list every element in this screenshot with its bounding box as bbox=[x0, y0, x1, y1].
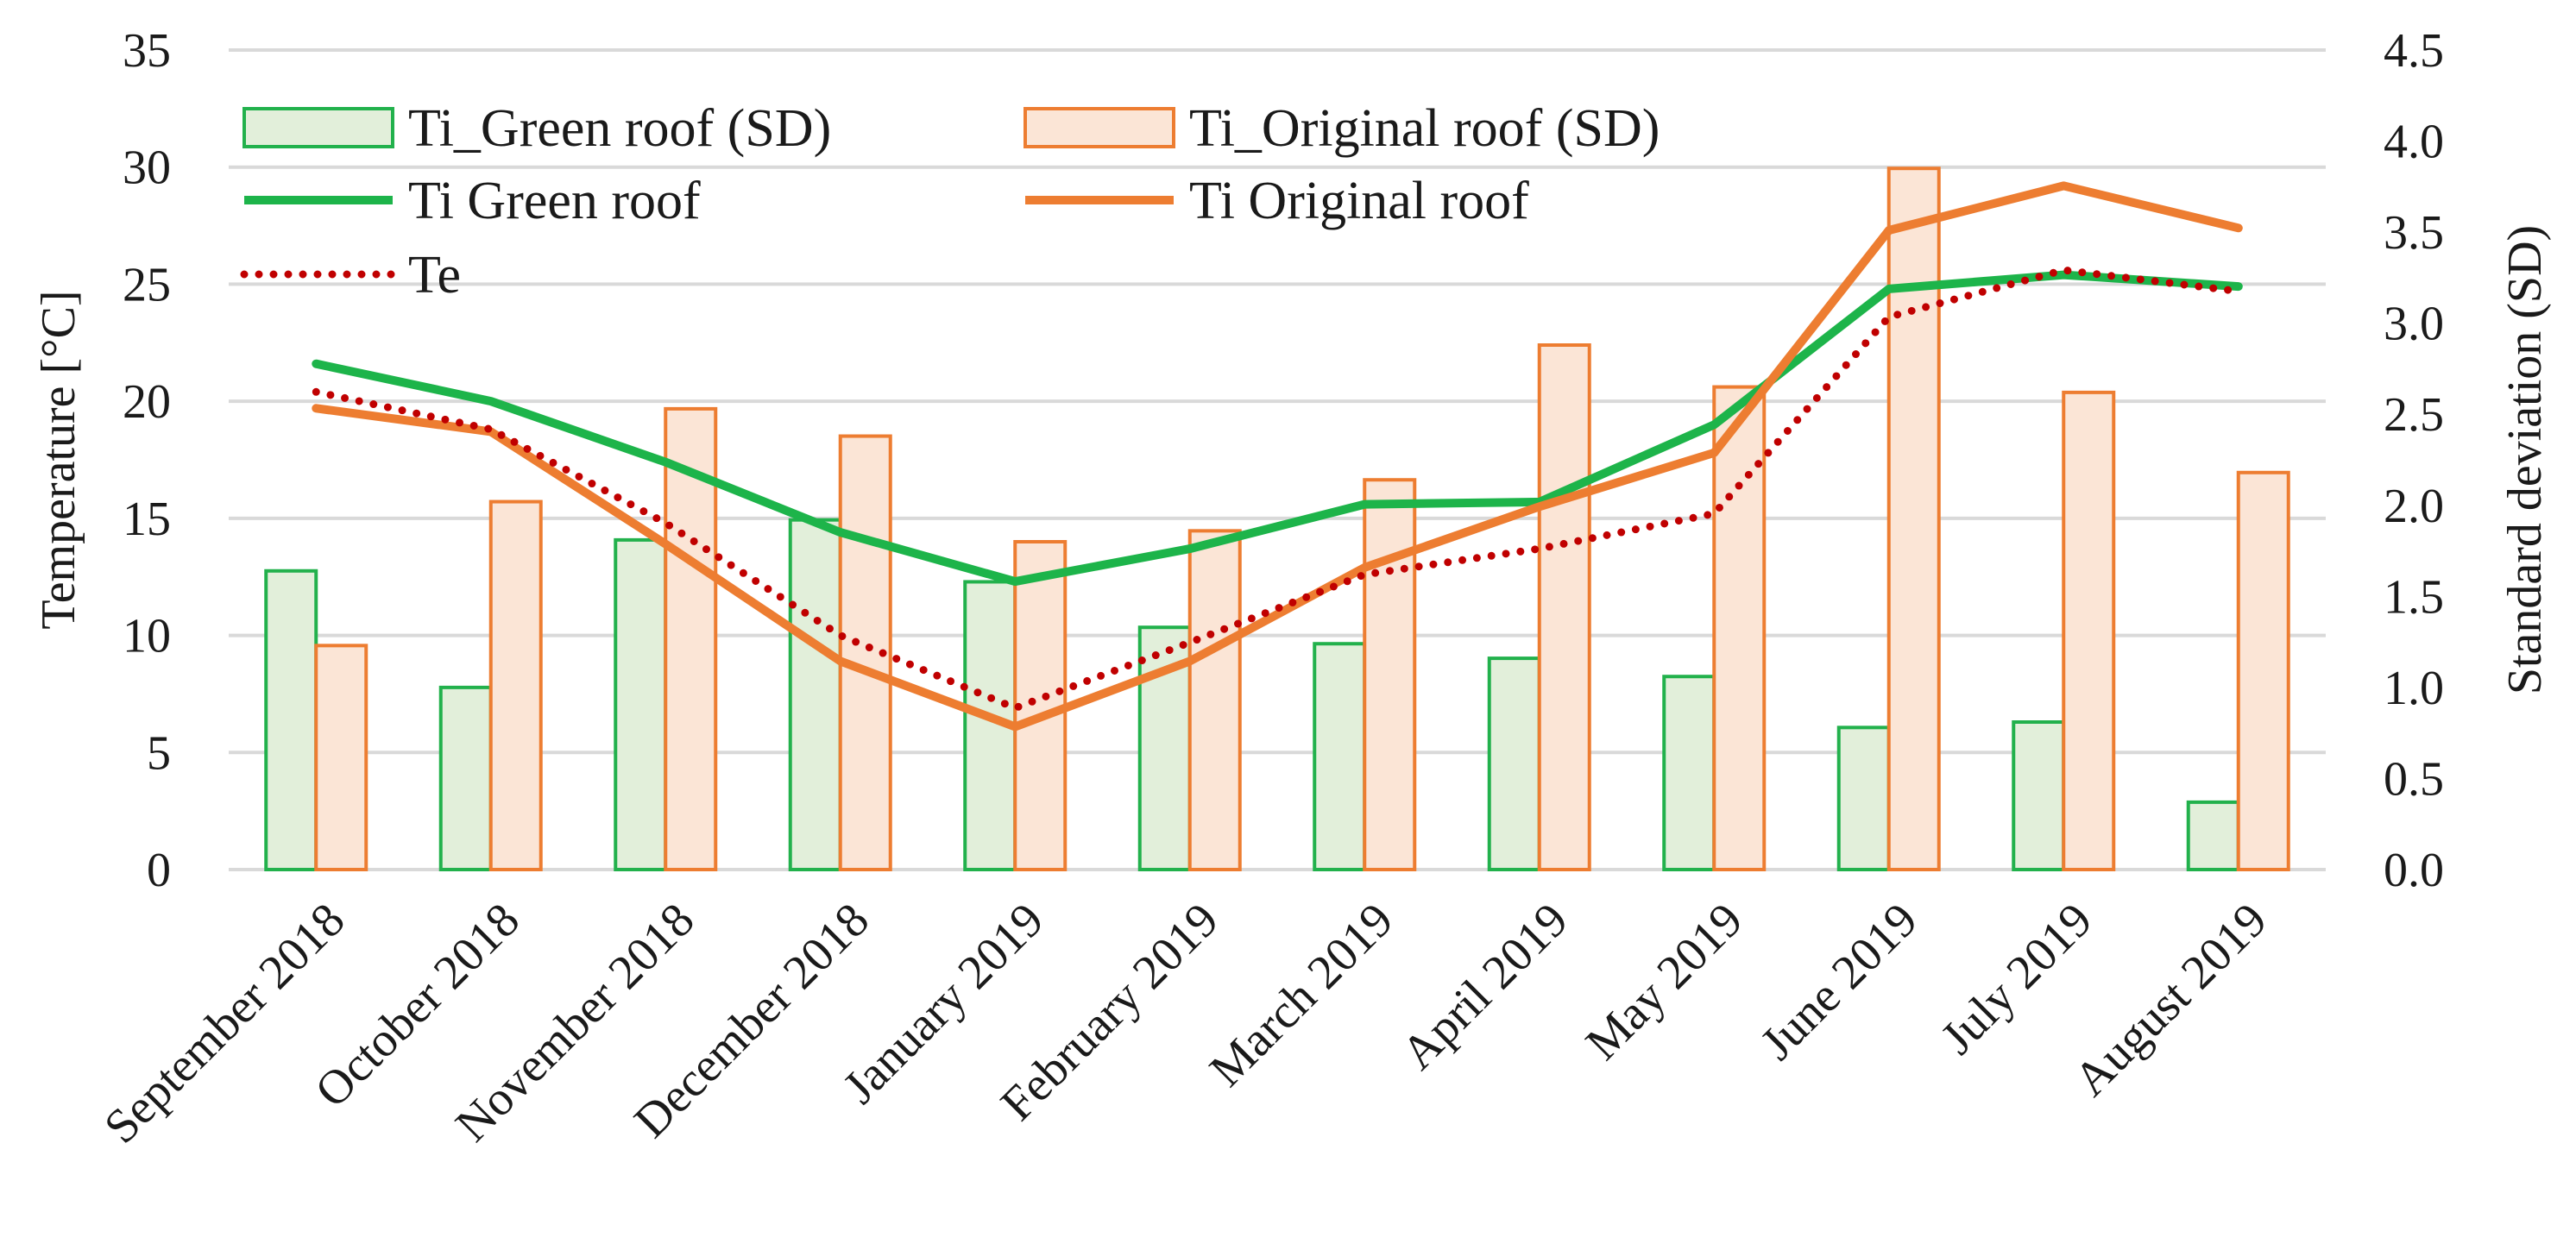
green-roof-sd-bar-11 bbox=[2012, 720, 2066, 871]
legend-label: Ti Original roof bbox=[1189, 172, 1529, 230]
green-roof-sd-bar-9 bbox=[1662, 675, 1716, 871]
legend-label: Te bbox=[408, 246, 461, 305]
right-axis-tick-label: 3.0 bbox=[2384, 298, 2444, 351]
legend-label: Ti_Green roof (SD) bbox=[408, 99, 831, 158]
gridlines bbox=[229, 48, 2326, 871]
lines bbox=[312, 181, 2243, 732]
green-roof-sd-bar-3 bbox=[614, 537, 668, 872]
legend-item-original-roof-line: Ti Original roof bbox=[1025, 172, 1529, 230]
original-roof-sd-bar-11 bbox=[2062, 390, 2116, 871]
left-axis-tick-label: 10 bbox=[123, 610, 171, 663]
x-axis-category-label: April 2019 bbox=[1391, 893, 1578, 1080]
original-roof-sd-bar-7 bbox=[1363, 478, 1417, 871]
green-roof-sd-bar-12 bbox=[2186, 800, 2240, 872]
x-axis-category-label: July 2019 bbox=[1930, 893, 2102, 1065]
x-axis-category-label: June 2019 bbox=[1750, 893, 1928, 1071]
left-axis-tick-label: 25 bbox=[123, 258, 171, 311]
right-axis-tick-label: 0.5 bbox=[2384, 752, 2444, 806]
green-roof-sd-bar-7 bbox=[1313, 642, 1367, 871]
legend-item-green-roof-sd: Ti_Green roof (SD) bbox=[242, 99, 831, 158]
legend-label: Ti_Original roof (SD) bbox=[1189, 99, 1660, 158]
left-axis-tick-label: 30 bbox=[123, 141, 171, 195]
left-axis-title: Temperature [°C] bbox=[32, 290, 85, 629]
right-axis-tick-label: 4.5 bbox=[2384, 24, 2444, 78]
legend-item-te: Te bbox=[240, 246, 461, 305]
legend-item-green-roof-line: Ti Green roof bbox=[244, 172, 701, 230]
legend-swatch bbox=[1023, 107, 1175, 148]
legend-item-original-roof-sd: Ti_Original roof (SD) bbox=[1023, 99, 1660, 158]
te-temperature-line bbox=[312, 266, 2243, 713]
legend-label: Ti Green roof bbox=[408, 172, 701, 230]
green-roof-sd-bar-2 bbox=[438, 685, 493, 872]
right-axis-tick-label: 3.5 bbox=[2384, 206, 2444, 260]
right-axis-tick-label: 0.0 bbox=[2384, 844, 2444, 897]
legend-swatch bbox=[242, 107, 394, 148]
legend: Ti_Green roof (SD) Ti_Original roof (SD) T… bbox=[240, 99, 1660, 305]
original-roof-sd-bar-6 bbox=[1187, 529, 1242, 871]
x-axis-category-label: May 2019 bbox=[1576, 893, 1754, 1071]
original-roof-sd-bar-10 bbox=[1886, 166, 1941, 871]
original-roof-temperature-line bbox=[312, 181, 2243, 732]
original-roof-sd-bar-12 bbox=[2236, 470, 2290, 871]
green-roof-sd-bar-1 bbox=[264, 568, 318, 871]
right-axis-tick-label: 1.5 bbox=[2384, 570, 2444, 624]
right-axis-tick-label: 2.0 bbox=[2384, 480, 2444, 533]
green-roof-sd-bar-4 bbox=[788, 518, 842, 872]
right-axis-title: Standard deviation (SD) bbox=[2498, 225, 2552, 694]
x-axis-category-label: March 2019 bbox=[1200, 893, 1403, 1096]
original-roof-sd-bar-1 bbox=[314, 644, 368, 871]
left-axis-tick-label: 5 bbox=[147, 726, 171, 780]
right-axis-tick-label: 2.5 bbox=[2384, 388, 2444, 442]
left-axis-tick-label: 15 bbox=[123, 493, 171, 546]
left-axis-tick-label: 35 bbox=[123, 24, 171, 78]
original-roof-sd-bar-8 bbox=[1537, 343, 1591, 871]
x-axis-category-label: September 2018 bbox=[94, 893, 355, 1153]
left-axis-tick-label: 0 bbox=[147, 844, 171, 897]
left-axis-tick-label: 20 bbox=[123, 375, 171, 429]
original-roof-sd-bar-9 bbox=[1712, 385, 1767, 871]
green-roof-temperature-line bbox=[312, 270, 2243, 587]
bars bbox=[264, 166, 2290, 872]
right-axis-tick-label: 4.0 bbox=[2384, 116, 2444, 169]
right-axis-tick-label: 1.0 bbox=[2384, 662, 2444, 715]
green-roof-sd-bar-8 bbox=[1487, 656, 1541, 871]
original-roof-sd-bar-2 bbox=[488, 499, 543, 871]
green-roof-sd-bar-10 bbox=[1836, 726, 1891, 871]
original-roof-sd-bar-3 bbox=[664, 406, 718, 871]
original-roof-sd-bar-5 bbox=[1013, 540, 1068, 871]
